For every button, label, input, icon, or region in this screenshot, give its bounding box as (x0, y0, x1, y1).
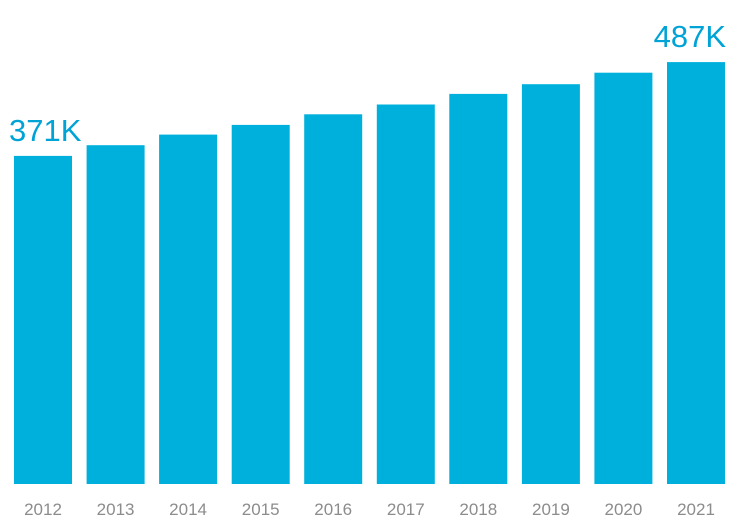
bar-2016 (304, 114, 363, 485)
bar-2013 (86, 145, 145, 484)
x-tick-labels: 2012 2013 2014 2015 2016 2017 2018 2019 2020 2021 (24, 500, 715, 519)
bar-2019 (521, 84, 580, 484)
bars-group (14, 62, 725, 485)
x-tick-label-2021: 2021 (677, 500, 715, 519)
bar-2017 (376, 104, 435, 484)
x-tick-label-2019: 2019 (532, 500, 570, 519)
x-tick-label-2014: 2014 (169, 500, 207, 519)
data-label-2012: 371K (9, 113, 82, 148)
bar-2014 (159, 134, 218, 484)
x-tick-label-2017: 2017 (387, 500, 425, 519)
bar-2012 (14, 155, 72, 484)
bar-2018 (449, 93, 508, 485)
bar-2021 (667, 62, 725, 484)
x-tick-label-2013: 2013 (97, 500, 135, 519)
bar-2015 (231, 124, 290, 485)
data-labels: 371K 487K (9, 19, 726, 148)
x-tick-label-2015: 2015 (242, 500, 280, 519)
data-label-2021: 487K (654, 19, 727, 54)
x-tick-label-2016: 2016 (314, 500, 352, 519)
bar-2020 (594, 72, 653, 484)
x-tick-label-2020: 2020 (604, 500, 642, 519)
x-tick-label-2018: 2018 (459, 500, 497, 519)
x-tick-label-2012: 2012 (24, 500, 62, 519)
